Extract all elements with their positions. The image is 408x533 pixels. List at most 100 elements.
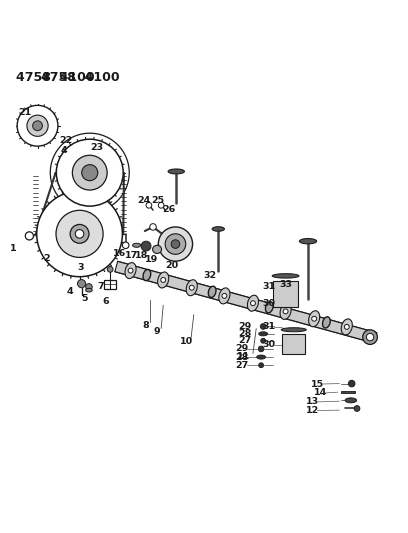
- Circle shape: [56, 139, 123, 206]
- Circle shape: [86, 284, 92, 290]
- Circle shape: [158, 203, 164, 208]
- Ellipse shape: [259, 332, 268, 336]
- Text: 1: 1: [10, 245, 17, 254]
- Circle shape: [158, 227, 193, 261]
- Circle shape: [25, 232, 33, 240]
- Text: 4: 4: [67, 287, 73, 296]
- Circle shape: [122, 242, 129, 248]
- Text: 17: 17: [125, 251, 138, 260]
- Text: 29: 29: [235, 344, 248, 353]
- Ellipse shape: [299, 239, 317, 244]
- Text: 18: 18: [135, 251, 148, 260]
- Ellipse shape: [125, 263, 136, 279]
- Text: 11: 11: [237, 352, 250, 361]
- Text: 8: 8: [143, 321, 149, 330]
- Circle shape: [366, 334, 374, 341]
- Text: 9: 9: [154, 327, 160, 336]
- Circle shape: [128, 268, 133, 273]
- Ellipse shape: [341, 319, 353, 335]
- Text: 15: 15: [311, 379, 324, 389]
- Text: 28: 28: [235, 352, 248, 361]
- Text: 27: 27: [238, 336, 251, 345]
- Circle shape: [258, 346, 264, 352]
- Ellipse shape: [153, 245, 162, 254]
- Text: 2: 2: [43, 254, 49, 263]
- Text: 30: 30: [263, 298, 276, 308]
- Polygon shape: [282, 334, 305, 354]
- Text: 6: 6: [102, 297, 109, 306]
- Ellipse shape: [323, 317, 330, 328]
- Text: 16: 16: [113, 248, 126, 257]
- Circle shape: [70, 224, 89, 243]
- Text: 22: 22: [60, 136, 73, 146]
- Text: 27: 27: [235, 361, 248, 370]
- Ellipse shape: [266, 302, 273, 313]
- Circle shape: [107, 266, 113, 272]
- Text: 4: 4: [61, 146, 67, 155]
- Ellipse shape: [157, 272, 169, 288]
- Circle shape: [72, 155, 107, 190]
- Circle shape: [261, 338, 266, 343]
- Circle shape: [283, 309, 288, 314]
- Circle shape: [33, 121, 42, 131]
- Text: 31: 31: [263, 322, 276, 332]
- Text: 3: 3: [77, 263, 84, 272]
- Polygon shape: [115, 261, 377, 343]
- Circle shape: [17, 106, 58, 146]
- Ellipse shape: [345, 398, 357, 403]
- Circle shape: [37, 191, 122, 277]
- Circle shape: [27, 115, 48, 136]
- Ellipse shape: [308, 311, 320, 327]
- Text: 7: 7: [98, 282, 104, 292]
- Circle shape: [150, 224, 156, 230]
- Text: 12: 12: [306, 406, 319, 415]
- Circle shape: [146, 203, 152, 208]
- Text: 33: 33: [279, 279, 292, 288]
- Text: 26: 26: [162, 205, 175, 214]
- Ellipse shape: [86, 288, 92, 292]
- Text: 10: 10: [180, 337, 193, 346]
- Circle shape: [312, 316, 317, 321]
- Circle shape: [344, 325, 349, 329]
- Text: 5: 5: [81, 294, 88, 303]
- Circle shape: [260, 324, 266, 329]
- Text: 31: 31: [263, 282, 276, 292]
- Circle shape: [222, 294, 227, 298]
- Ellipse shape: [186, 280, 197, 296]
- Text: 19: 19: [145, 255, 158, 264]
- Polygon shape: [273, 281, 298, 308]
- Circle shape: [56, 211, 103, 257]
- Text: 20: 20: [166, 261, 179, 270]
- Ellipse shape: [168, 169, 184, 174]
- Text: 23: 23: [91, 143, 104, 152]
- Text: 32: 32: [204, 271, 217, 280]
- Ellipse shape: [143, 270, 151, 281]
- Circle shape: [78, 279, 86, 288]
- Ellipse shape: [219, 288, 230, 304]
- Circle shape: [82, 165, 98, 181]
- Text: 28: 28: [238, 329, 251, 338]
- Text: 25: 25: [151, 196, 164, 205]
- Circle shape: [161, 278, 166, 282]
- Ellipse shape: [133, 243, 141, 247]
- Ellipse shape: [247, 295, 259, 311]
- Text: 24: 24: [137, 196, 151, 205]
- Text: 30: 30: [263, 341, 276, 349]
- Circle shape: [354, 406, 360, 411]
- Circle shape: [165, 234, 186, 254]
- Text: 13: 13: [306, 398, 319, 407]
- Text: 14: 14: [314, 389, 327, 398]
- Ellipse shape: [280, 303, 291, 319]
- Text: 4758  4100: 4758 4100: [41, 71, 120, 84]
- Ellipse shape: [257, 355, 266, 359]
- Circle shape: [251, 301, 255, 305]
- Polygon shape: [341, 391, 355, 393]
- Text: 21: 21: [19, 108, 32, 117]
- Ellipse shape: [208, 286, 216, 297]
- Text: 4758  4100: 4758 4100: [16, 71, 94, 84]
- Circle shape: [141, 241, 151, 251]
- Ellipse shape: [212, 227, 224, 231]
- Circle shape: [189, 285, 194, 290]
- Circle shape: [363, 330, 377, 344]
- Text: 29: 29: [238, 322, 251, 331]
